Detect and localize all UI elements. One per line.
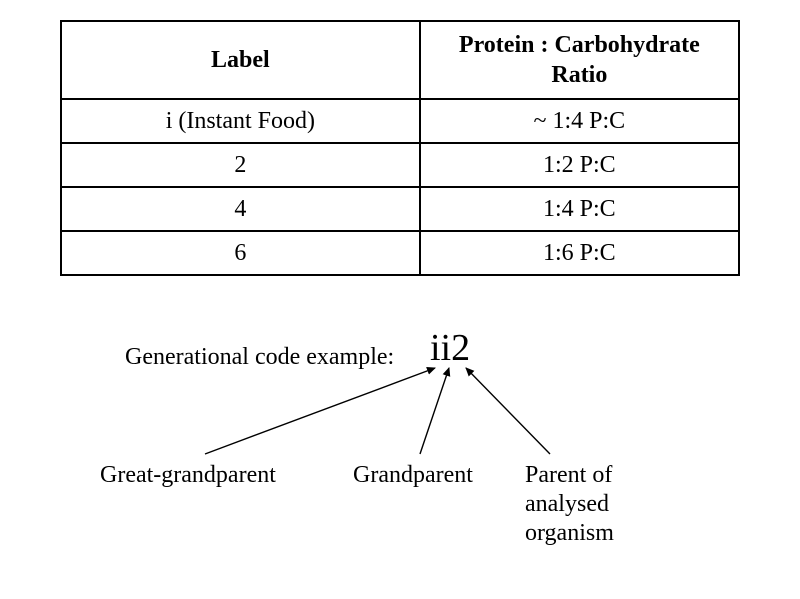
page-root: Label Protein : Carbohydrate Ratio i (In… xyxy=(0,0,800,599)
annotation-great-grandparent: Great-grandparent xyxy=(100,461,276,490)
arrow-grandparent xyxy=(420,368,449,454)
ratio-table: Label Protein : Carbohydrate Ratio i (In… xyxy=(60,20,740,276)
table-cell-ratio: 1:2 P:C xyxy=(420,143,739,187)
table-row: i (Instant Food) ~ 1:4 P:C xyxy=(61,99,739,143)
table-cell-ratio: ~ 1:4 P:C xyxy=(420,99,739,143)
table-header-label: Label xyxy=(61,21,420,99)
table-cell-ratio: 1:6 P:C xyxy=(420,231,739,275)
arrow-great-grandparent xyxy=(205,368,435,454)
table-cell-label: 6 xyxy=(61,231,420,275)
annotation-grandparent: Grandparent xyxy=(353,461,473,490)
table-cell-ratio: 1:4 P:C xyxy=(420,187,739,231)
table-cell-label: i (Instant Food) xyxy=(61,99,420,143)
generational-code-diagram: Generational code example: ii2 Great-gra… xyxy=(60,326,740,596)
table-cell-label: 2 xyxy=(61,143,420,187)
table-header-ratio: Protein : Carbohydrate Ratio xyxy=(420,21,739,99)
table-header-row: Label Protein : Carbohydrate Ratio xyxy=(61,21,739,99)
table-row: 6 1:6 P:C xyxy=(61,231,739,275)
table-cell-label: 4 xyxy=(61,187,420,231)
arrow-parent xyxy=(466,368,550,454)
table-row: 4 1:4 P:C xyxy=(61,187,739,231)
table-row: 2 1:2 P:C xyxy=(61,143,739,187)
annotation-parent: Parent ofanalysedorganism xyxy=(525,461,695,547)
